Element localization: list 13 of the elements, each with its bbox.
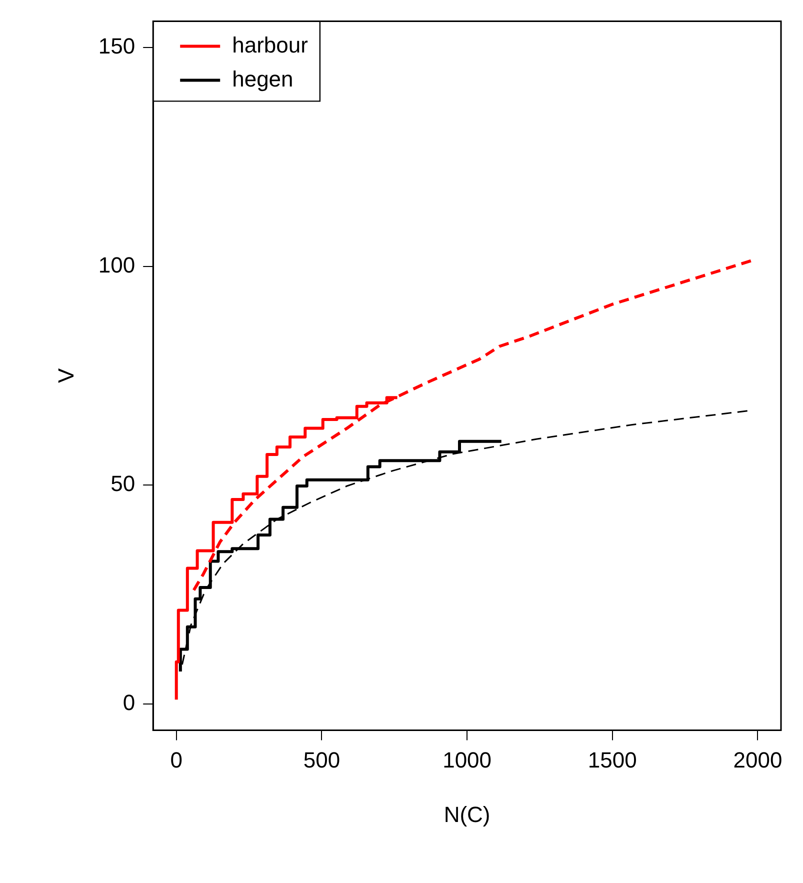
legend-label: hegen (232, 66, 294, 92)
y-tick-label: 150 (98, 34, 136, 59)
x-tick-label: 1500 (588, 747, 637, 772)
x-tick-label: 1000 (442, 747, 492, 772)
y-tick-label: 50 (110, 471, 136, 496)
y-tick-label: 100 (98, 252, 136, 278)
x-tick-label: 500 (303, 747, 340, 772)
y-axis-title: V (53, 368, 78, 384)
x-axis-title: N(C) (444, 802, 490, 827)
legend-label: harbour (232, 32, 308, 58)
y-tick-label: 0 (122, 690, 136, 716)
x-tick-label: 2000 (733, 747, 782, 772)
x-tick-label: 0 (170, 747, 182, 772)
